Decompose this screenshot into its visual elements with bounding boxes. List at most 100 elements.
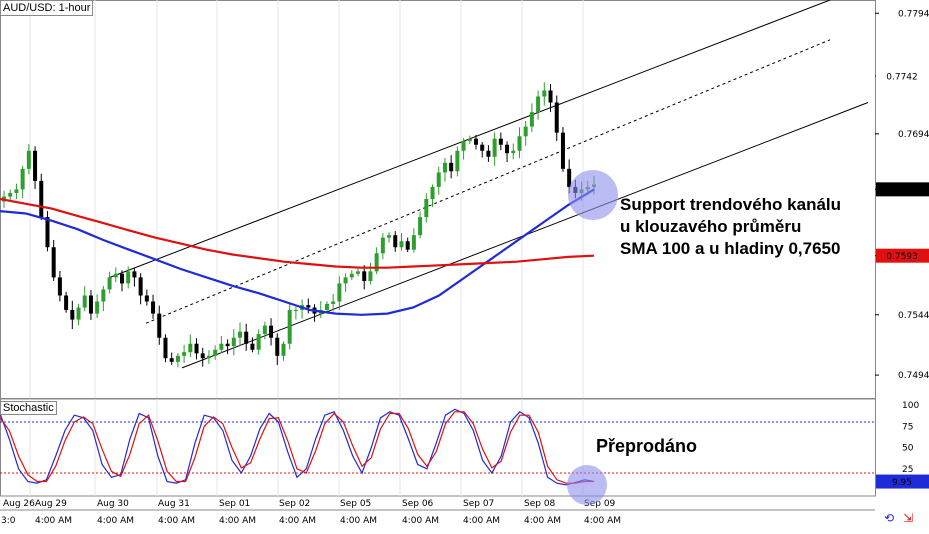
candle-body — [523, 126, 528, 137]
candle-body — [449, 162, 454, 172]
candle-body — [244, 331, 249, 344]
candle-body — [138, 277, 143, 296]
sma-line-100 — [0, 188, 595, 316]
candle-body — [498, 138, 503, 145]
candle-body — [281, 343, 286, 356]
candle-body — [101, 289, 106, 302]
candle-body — [76, 307, 81, 320]
candle-body — [262, 325, 267, 335]
time-tick-label: 4:00 AM — [35, 516, 72, 526]
price-tick-label: 0.7694 — [898, 130, 929, 140]
date-tick-label: Aug 30 — [97, 499, 129, 509]
oversold-highlight-circle — [567, 465, 607, 505]
price-badge-current: 0.7648 — [886, 186, 918, 196]
candle-body — [293, 309, 298, 311]
candle-body — [567, 168, 572, 187]
candle-body — [188, 343, 193, 353]
candle-body — [206, 355, 211, 359]
candle-body — [306, 305, 311, 308]
chart-grid — [0, 0, 876, 511]
annotation-line-2: u klouzavého průměru — [620, 217, 802, 236]
candle-body — [517, 136, 522, 151]
candle-body — [331, 301, 336, 304]
candle-body — [424, 199, 429, 218]
candle-body — [157, 313, 162, 338]
candle-body — [163, 337, 168, 359]
time-tick-label: 4:00 AM — [158, 516, 195, 526]
candle-body — [411, 235, 416, 250]
time-tick-label: 4:00 AM — [402, 516, 439, 526]
stoch-panel-border — [0, 398, 876, 497]
time-tick-label: 4:00 AM — [463, 516, 500, 526]
price-tick-label: 0.7494 — [898, 371, 929, 381]
candle-body — [436, 172, 441, 187]
oversold-annotation: Přeprodáno — [596, 436, 698, 456]
candle-body — [455, 150, 460, 172]
time-tick-label: 4:00 AM — [584, 516, 621, 526]
candle-body — [337, 283, 342, 302]
highlights — [567, 170, 618, 505]
candle-body — [349, 273, 354, 278]
time-tick-label: 4:00 AM — [340, 516, 377, 526]
date-tick-label: Aug 26 — [3, 499, 35, 509]
candle-body — [70, 309, 75, 320]
candle-body — [20, 168, 25, 190]
candle-body — [39, 180, 44, 218]
candle-body — [151, 301, 156, 314]
candle-body — [256, 334, 261, 350]
candle-body — [14, 189, 19, 193]
candle-body — [250, 343, 255, 350]
candle-body — [405, 241, 410, 250]
candle-body — [219, 343, 224, 350]
candle-body — [95, 301, 100, 314]
time-tick-label: 3:0 — [1, 516, 16, 526]
candle-body — [132, 271, 137, 278]
candle-body — [529, 112, 534, 127]
candle-body — [548, 90, 553, 103]
price-badge-top-bg — [876, 68, 929, 83]
candle-body — [474, 138, 478, 145]
candle-body — [560, 132, 565, 169]
annotation-line-3: SMA 100 a u hladiny 0,7650 — [620, 239, 841, 258]
candle-body — [26, 150, 31, 169]
stoch-d-line — [0, 411, 594, 484]
candle-body — [380, 237, 385, 254]
date-tick-label: Sep 05 — [340, 499, 371, 509]
candle-body — [368, 271, 373, 282]
link-icon: ⟲ — [884, 511, 894, 525]
candle-body — [418, 217, 423, 236]
candlestick-series — [2, 82, 596, 368]
candle-body — [393, 235, 398, 248]
trend-channel — [109, 0, 869, 369]
support-highlight-circle — [568, 170, 618, 220]
candle-body — [356, 271, 360, 274]
channel-mid-line — [145, 39, 831, 324]
chart-title: AUD/USD: 1-hour — [0, 0, 94, 16]
candle-body — [57, 277, 62, 296]
price-badge-top: 0.7742 — [886, 72, 918, 82]
moving-averages — [0, 188, 595, 316]
time-tick-label: 4:00 AM — [97, 516, 134, 526]
candle-body — [113, 273, 118, 278]
candle-body — [324, 303, 329, 310]
price-tick-label: 0.7544 — [898, 311, 929, 321]
candle-body — [82, 295, 87, 308]
candle-body — [175, 355, 180, 362]
stoch-tick-label: 25 — [902, 465, 913, 475]
time-tick-label: 4:00 AM — [524, 516, 561, 526]
time-tick-label: 4:00 AM — [279, 516, 316, 526]
price-badge-sma200-bg — [876, 248, 929, 263]
candle-body — [213, 349, 218, 356]
candle-body — [45, 217, 50, 248]
candle-body — [33, 150, 38, 181]
time-tick-label: 4:00 AM — [219, 516, 256, 526]
price-badge-current-bg — [876, 182, 929, 197]
stoch-badge: 9.95 — [892, 478, 912, 488]
candle-body — [287, 309, 292, 344]
candle-body — [362, 271, 367, 282]
candle-body — [169, 358, 174, 362]
candle-body — [182, 352, 187, 356]
candle-body — [275, 337, 280, 356]
axes: 0.7794 0.7742 0.7694 0.7648 0.7593 0.7544 0.74… — [1, 9, 929, 526]
annotation-line-1: Support trendového kanálu — [620, 195, 842, 214]
